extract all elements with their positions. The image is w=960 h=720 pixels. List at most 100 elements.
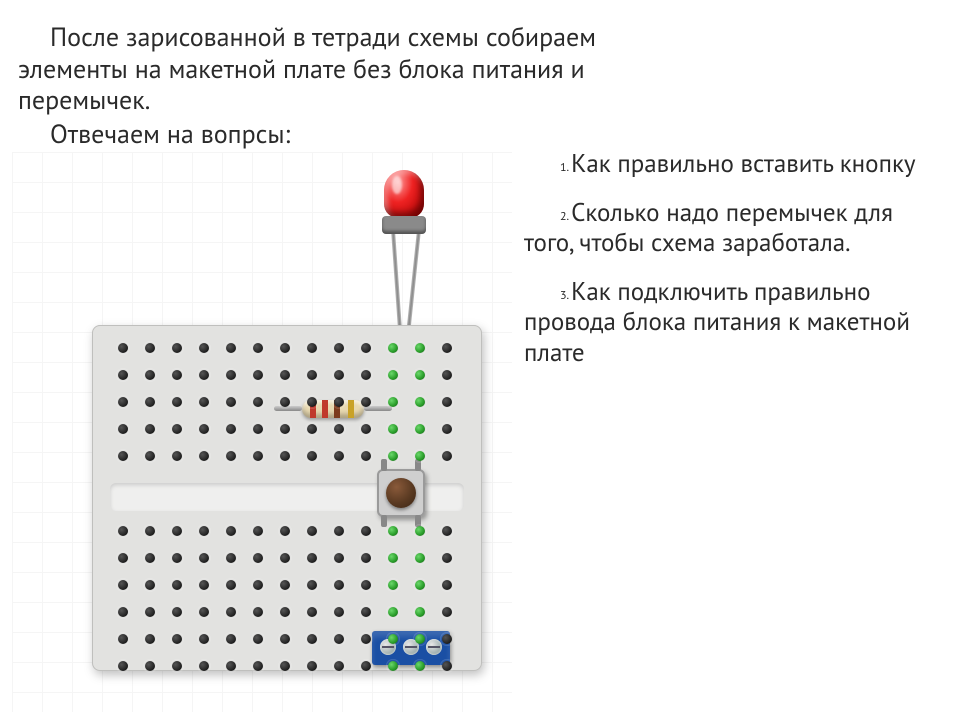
breadboard-hole: [442, 553, 452, 563]
breadboard-hole: [388, 607, 398, 617]
breadboard-hole: [334, 580, 344, 590]
screw-terminal-component: [372, 631, 450, 665]
push-button-component: [377, 469, 425, 517]
breadboard-hole: [118, 451, 128, 461]
breadboard-hole: [415, 607, 425, 617]
breadboard-hole: [388, 397, 398, 407]
breadboard-hole: [226, 607, 236, 617]
breadboard-hole: [388, 451, 398, 461]
breadboard-hole: [172, 580, 182, 590]
led-icon: [382, 170, 426, 234]
question-2-text: Сколько надо перемычек для того, чтобы с…: [524, 196, 893, 259]
breadboard-hole: [280, 343, 290, 353]
breadboard-hole: [145, 397, 155, 407]
question-1: 1.Как правильно вставить кнопку: [524, 148, 930, 179]
breadboard-hole: [226, 424, 236, 434]
resistor-band-2: [322, 400, 328, 418]
breadboard-hole: [442, 343, 452, 353]
breadboard-hole: [253, 607, 263, 617]
breadboard-hole: [442, 397, 452, 407]
breadboard-hole: [361, 526, 371, 536]
breadboard-hole: [199, 424, 209, 434]
resistor-band-4: [348, 400, 354, 418]
breadboard-hole: [307, 451, 317, 461]
breadboard-hole: [145, 634, 155, 644]
breadboard-hole: [361, 607, 371, 617]
breadboard-hole: [253, 661, 263, 671]
breadboard-hole: [280, 451, 290, 461]
breadboard-hole: [145, 553, 155, 563]
breadboard-hole: [280, 580, 290, 590]
breadboard-hole: [118, 370, 128, 380]
breadboard-hole: [118, 526, 128, 536]
breadboard-hole: [415, 634, 425, 644]
breadboard-hole: [280, 526, 290, 536]
breadboard-hole: [442, 526, 452, 536]
breadboard-hole: [172, 451, 182, 461]
breadboard-hole: [361, 424, 371, 434]
breadboard-hole: [226, 370, 236, 380]
breadboard-hole: [388, 553, 398, 563]
breadboard-hole: [199, 607, 209, 617]
breadboard-hole: [172, 424, 182, 434]
breadboard-hole: [388, 370, 398, 380]
breadboard-hole: [145, 370, 155, 380]
breadboard-hole: [361, 397, 371, 407]
breadboard-hole: [442, 607, 452, 617]
breadboard-hole: [388, 661, 398, 671]
breadboard-hole: [118, 580, 128, 590]
breadboard-hole: [307, 580, 317, 590]
breadboard-hole: [118, 661, 128, 671]
breadboard-hole: [415, 451, 425, 461]
breadboard-hole: [226, 580, 236, 590]
breadboard-hole: [226, 451, 236, 461]
breadboard-hole: [253, 451, 263, 461]
breadboard-hole: [334, 634, 344, 644]
breadboard-hole: [253, 553, 263, 563]
breadboard-hole: [253, 370, 263, 380]
breadboard-hole: [307, 553, 317, 563]
breadboard-hole: [199, 451, 209, 461]
breadboard-hole: [226, 553, 236, 563]
breadboard-hole: [253, 526, 263, 536]
breadboard-hole: [253, 580, 263, 590]
push-button-cap: [386, 478, 416, 508]
breadboard-hole: [361, 580, 371, 590]
breadboard-hole: [145, 343, 155, 353]
breadboard-hole: [307, 661, 317, 671]
breadboard-hole: [415, 526, 425, 536]
breadboard-hole: [145, 526, 155, 536]
breadboard-hole: [307, 370, 317, 380]
breadboard-hole: [199, 526, 209, 536]
breadboard-hole: [415, 343, 425, 353]
breadboard-hole: [334, 397, 344, 407]
breadboard-hole: [388, 343, 398, 353]
breadboard-hole: [280, 661, 290, 671]
led-component: [382, 170, 442, 350]
breadboard-hole: [280, 553, 290, 563]
breadboard-hole: [145, 661, 155, 671]
breadboard-hole: [361, 370, 371, 380]
question-1-text: Как правильно вставить кнопку: [571, 147, 915, 179]
question-3-num: 3.: [560, 288, 569, 303]
breadboard-hole: [334, 607, 344, 617]
breadboard-hole: [307, 526, 317, 536]
breadboard-hole: [442, 370, 452, 380]
breadboard-hole: [253, 343, 263, 353]
breadboard-hole: [172, 634, 182, 644]
question-2-num: 2.: [560, 209, 569, 224]
question-3-text: Как подключить правильно провода блока п…: [524, 275, 910, 368]
breadboard-hole: [280, 607, 290, 617]
breadboard-hole: [361, 451, 371, 461]
breadboard-hole: [280, 424, 290, 434]
breadboard-hole: [226, 397, 236, 407]
breadboard-hole: [226, 661, 236, 671]
breadboard-hole: [361, 343, 371, 353]
breadboard-hole: [118, 553, 128, 563]
breadboard-hole: [172, 607, 182, 617]
breadboard-hole: [226, 634, 236, 644]
breadboard-hole: [199, 553, 209, 563]
breadboard-hole: [334, 553, 344, 563]
breadboard-hole: [334, 370, 344, 380]
breadboard-hole: [415, 370, 425, 380]
